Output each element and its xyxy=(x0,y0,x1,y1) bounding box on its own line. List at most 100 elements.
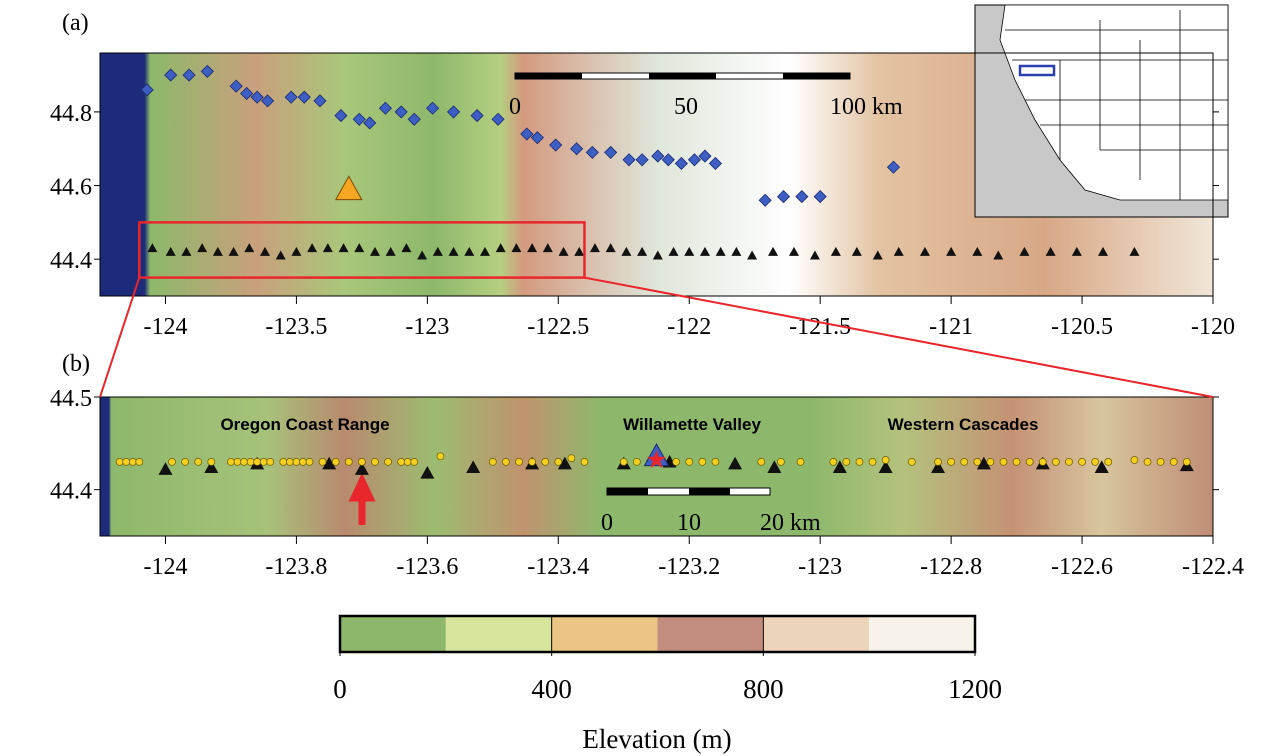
diamond-station xyxy=(297,90,311,104)
triangle-station xyxy=(976,456,991,470)
y-tick-label: 44.4 xyxy=(50,479,92,505)
station xyxy=(1025,458,1034,466)
triangle-station xyxy=(385,246,396,256)
triangle-station xyxy=(893,246,904,256)
scale-bar-a: 0 50 100 km xyxy=(509,72,903,120)
x-tick-label: -122 xyxy=(667,314,711,340)
station xyxy=(344,458,353,466)
station xyxy=(279,458,288,466)
triangle-station xyxy=(1071,246,1082,256)
station xyxy=(960,458,969,466)
x-tick-label: -124 xyxy=(143,314,187,340)
station xyxy=(881,456,890,464)
station xyxy=(541,458,550,466)
station xyxy=(115,458,124,466)
station xyxy=(907,458,916,466)
panel-frame xyxy=(99,52,1214,297)
triangle-station xyxy=(731,246,742,256)
inset-land xyxy=(999,4,1229,201)
station xyxy=(633,458,641,466)
diamond-station xyxy=(261,94,275,108)
station xyxy=(410,458,419,466)
station xyxy=(305,458,314,466)
station xyxy=(1143,458,1152,466)
colorbar-bin xyxy=(763,616,870,652)
station xyxy=(829,458,838,466)
station xyxy=(436,452,445,461)
triangle-station xyxy=(851,246,862,256)
terrain-b xyxy=(100,397,1213,536)
triangle-station xyxy=(1045,246,1056,256)
triangle-station xyxy=(420,465,435,479)
triangle-station xyxy=(558,246,569,256)
inset-borders xyxy=(1005,10,1228,200)
triangle-station xyxy=(1098,246,1109,256)
triangle-station xyxy=(768,246,779,256)
station xyxy=(1038,458,1047,466)
triangle-station xyxy=(244,243,255,253)
diamond-station xyxy=(795,190,809,204)
station xyxy=(246,458,255,466)
colorbar-label: Elevation (m) xyxy=(582,724,731,754)
station xyxy=(1182,458,1191,466)
diamond-station xyxy=(530,131,544,145)
triangle-station xyxy=(1129,246,1140,256)
diamond-station xyxy=(378,101,393,115)
station xyxy=(554,458,563,466)
triangle-station xyxy=(197,243,208,253)
station xyxy=(1104,458,1113,466)
triangle-station xyxy=(878,460,893,474)
zoom-box xyxy=(138,221,586,279)
triangle-station xyxy=(1094,460,1109,474)
triangle-station xyxy=(432,246,443,256)
triangle-station xyxy=(228,246,239,256)
scale-segment xyxy=(515,73,582,79)
diamond-station xyxy=(758,193,772,207)
station xyxy=(1091,458,1100,466)
station xyxy=(122,458,131,466)
station xyxy=(240,458,248,466)
station xyxy=(194,458,203,466)
station xyxy=(299,458,307,466)
station xyxy=(397,458,406,466)
y-tick-label: 44.6 xyxy=(50,175,92,201)
triangle-station xyxy=(479,246,490,256)
triangle-station xyxy=(275,250,286,260)
triangle-station xyxy=(589,243,600,253)
station xyxy=(868,458,877,466)
triangle-station xyxy=(767,460,782,474)
diamond-station xyxy=(140,83,154,97)
station xyxy=(331,458,340,466)
diamond-station xyxy=(470,109,484,123)
diamond-station xyxy=(426,101,440,115)
triangle-station xyxy=(322,456,337,470)
diamond-station xyxy=(651,149,665,163)
triangle-station xyxy=(830,246,841,256)
station xyxy=(1078,458,1086,466)
diamond-station xyxy=(674,156,688,171)
triangle-station xyxy=(354,462,369,475)
panel-label: (b) xyxy=(62,351,90,377)
station xyxy=(842,458,851,466)
station xyxy=(135,458,144,466)
scale-segment xyxy=(649,73,716,79)
x-tick-label: -120 xyxy=(1191,314,1235,340)
triangle-station xyxy=(338,243,349,253)
triangle-station xyxy=(204,460,219,474)
diamond-station xyxy=(813,190,827,204)
diamond-station xyxy=(164,68,178,82)
triangle-station xyxy=(747,250,758,260)
station xyxy=(685,458,694,466)
station xyxy=(999,458,1008,466)
colorbar-tick-label: 0 xyxy=(333,674,347,704)
colorbar-bin xyxy=(551,616,658,652)
station xyxy=(528,458,536,466)
station xyxy=(580,458,589,466)
triangle-station xyxy=(417,250,428,260)
scale-segment xyxy=(783,73,850,79)
place-name: Willamette Valley xyxy=(623,415,761,434)
triangle-station xyxy=(637,246,648,256)
triangle-station xyxy=(668,246,679,256)
x-tick-label: -122.6 xyxy=(1051,554,1113,580)
